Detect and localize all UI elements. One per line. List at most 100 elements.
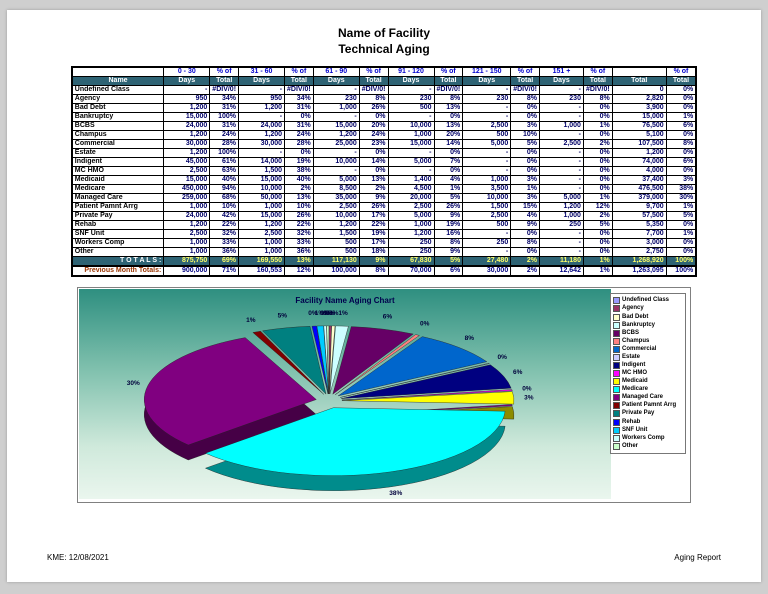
row-name-cell: Other xyxy=(71,247,165,258)
row-value-cell: - xyxy=(538,157,584,168)
row-value-cell: 40% xyxy=(209,175,240,186)
group-header-cell: % of xyxy=(209,66,240,78)
row-value-cell: 26% xyxy=(358,202,389,213)
pie-slice xyxy=(335,334,420,396)
chart-title: Facility Name Aging Chart xyxy=(295,296,395,306)
legend-item: Workers Comp xyxy=(613,434,682,442)
row-value-cell: 9% xyxy=(358,193,389,204)
row-value-cell: 30,000 xyxy=(163,139,211,150)
row-value-cell: 15,000 xyxy=(163,175,211,186)
row-value-cell: 15,000 xyxy=(163,112,211,123)
row-value-cell: 31% xyxy=(284,121,314,132)
row-value-cell: 1,200 xyxy=(163,103,211,114)
legend-swatch xyxy=(613,418,620,426)
row-value-cell: 9% xyxy=(433,247,464,258)
group-header-cell: 91 - 120 xyxy=(387,66,435,78)
previous-value-cell: 70,000 xyxy=(387,265,435,278)
pie-slice xyxy=(329,325,349,395)
previous-value-cell: 100% xyxy=(665,265,697,278)
legend-label: BCBS xyxy=(622,329,640,336)
row-value-cell: 0% xyxy=(665,103,697,114)
row-value-cell: 38% xyxy=(284,166,314,177)
row-value-cell: 22% xyxy=(209,220,240,231)
row-value-cell: 1,000 xyxy=(163,238,211,249)
row-name-cell: Commercial xyxy=(71,139,165,150)
pie-percent-label: 1% xyxy=(246,317,256,324)
row-value-cell: 26% xyxy=(433,202,464,213)
row-value-cell: 40% xyxy=(284,175,314,186)
legend-swatch xyxy=(613,313,620,321)
row-value-cell: 32% xyxy=(284,229,314,240)
previous-value-cell: 30,000 xyxy=(462,265,512,278)
row-value-cell: 15,000 xyxy=(238,175,286,186)
row-value-cell: 3,000 xyxy=(611,238,667,249)
pie-percent-label: 0% xyxy=(320,310,330,317)
pie-percent-label: 30% xyxy=(127,380,140,387)
row-value-cell: 230 xyxy=(538,94,584,105)
row-value-cell: 1,200 xyxy=(163,130,211,141)
sub-header-cell: Total xyxy=(433,76,464,87)
row-value-cell: 3% xyxy=(665,175,697,186)
row-value-cell: 1% xyxy=(582,193,613,204)
row-name-cell: Undefined Class xyxy=(71,85,165,96)
row-value-cell: 18% xyxy=(358,247,389,258)
row-value-cell: 10,000 xyxy=(387,121,435,132)
row-value-cell: 0% xyxy=(582,148,613,159)
row-value-cell: 0% xyxy=(510,112,540,123)
sub-header-cell: Name xyxy=(71,76,165,87)
row-value-cell: 30,000 xyxy=(238,139,286,150)
totals-value-cell: 11,180 xyxy=(538,256,584,267)
row-value-cell: 0% xyxy=(510,103,540,114)
previous-value-cell: 2% xyxy=(510,265,540,278)
row-value-cell: 25,000 xyxy=(312,139,360,150)
row-value-cell: 14% xyxy=(433,139,464,150)
legend-item: Medicaid xyxy=(613,378,682,386)
row-value-cell: 24,000 xyxy=(238,121,286,132)
row-name-cell: MC HMO xyxy=(71,166,165,177)
chart-legend: Undefined Class Agency Bad Debt Bankruptcy B… xyxy=(610,293,686,454)
table-row: Indigent 45,000 61% 14,000 19% 10,000 14% 5,000… xyxy=(71,157,697,168)
row-value-cell: 0% xyxy=(582,247,613,258)
row-value-cell: 1,000 xyxy=(462,175,512,186)
row-value-cell: 2,820 xyxy=(611,94,667,105)
row-name-cell: Bankruptcy xyxy=(71,112,165,123)
row-name-cell: Bad Debt xyxy=(71,103,165,114)
row-value-cell: 0% xyxy=(582,229,613,240)
row-value-cell: 4,500 xyxy=(387,184,435,195)
row-value-cell: 5,000 xyxy=(462,139,512,150)
row-value-cell: 94% xyxy=(209,184,240,195)
legend-label: Agency xyxy=(622,305,644,312)
table-row: Managed Care 259,000 68% 50,000 13% 35,000 9% 2… xyxy=(71,193,697,204)
table-row: Bankruptcy 15,000 100% -0% -0% -0% -0% -0% 15,00… xyxy=(71,112,697,123)
totals-value-cell: 875,750 xyxy=(163,256,211,267)
row-value-cell: #DIV/0! xyxy=(209,85,240,96)
row-value-cell: 5,000 xyxy=(387,211,435,222)
legend-swatch xyxy=(613,386,620,394)
row-name-cell: Workers Comp xyxy=(71,238,165,249)
row-value-cell: 7% xyxy=(433,157,464,168)
previous-month-row: Previous Month Totals: 900,000 71% 160,553 1… xyxy=(71,265,697,278)
sub-header-cell: Days xyxy=(312,76,360,87)
report-page: Name of Facility Technical Aging 0 - 30%… xyxy=(7,10,761,582)
table-group-header-row: 0 - 30% of 31 - 60% of 61 - 90% of 91 - 120… xyxy=(71,66,697,78)
aging-table: 0 - 30% of 31 - 60% of 61 - 90% of 91 - 120… xyxy=(70,66,698,278)
row-value-cell: #DIV/0! xyxy=(284,85,314,96)
row-value-cell: 45,000 xyxy=(163,157,211,168)
row-value-cell: 1,000 xyxy=(538,211,584,222)
row-value-cell: 379,000 xyxy=(611,193,667,204)
row-value-cell: 20% xyxy=(358,121,389,132)
row-value-cell: #DIV/0! xyxy=(433,85,464,96)
pie-slice xyxy=(311,325,329,395)
row-value-cell: - xyxy=(462,229,512,240)
row-value-cell: 230 xyxy=(462,94,512,105)
pie-percent-label: 0% xyxy=(497,354,507,361)
row-value-cell: 1% xyxy=(665,229,697,240)
row-value-cell: 10,000 xyxy=(238,184,286,195)
row-value-cell: - xyxy=(312,148,360,159)
row-value-cell: 1,200 xyxy=(163,220,211,231)
row-value-cell: 0% xyxy=(358,112,389,123)
row-value-cell: 8% xyxy=(582,94,613,105)
pie-slice xyxy=(341,389,513,401)
row-value-cell: 2,500 xyxy=(163,166,211,177)
row-value-cell: 15,000 xyxy=(611,112,667,123)
